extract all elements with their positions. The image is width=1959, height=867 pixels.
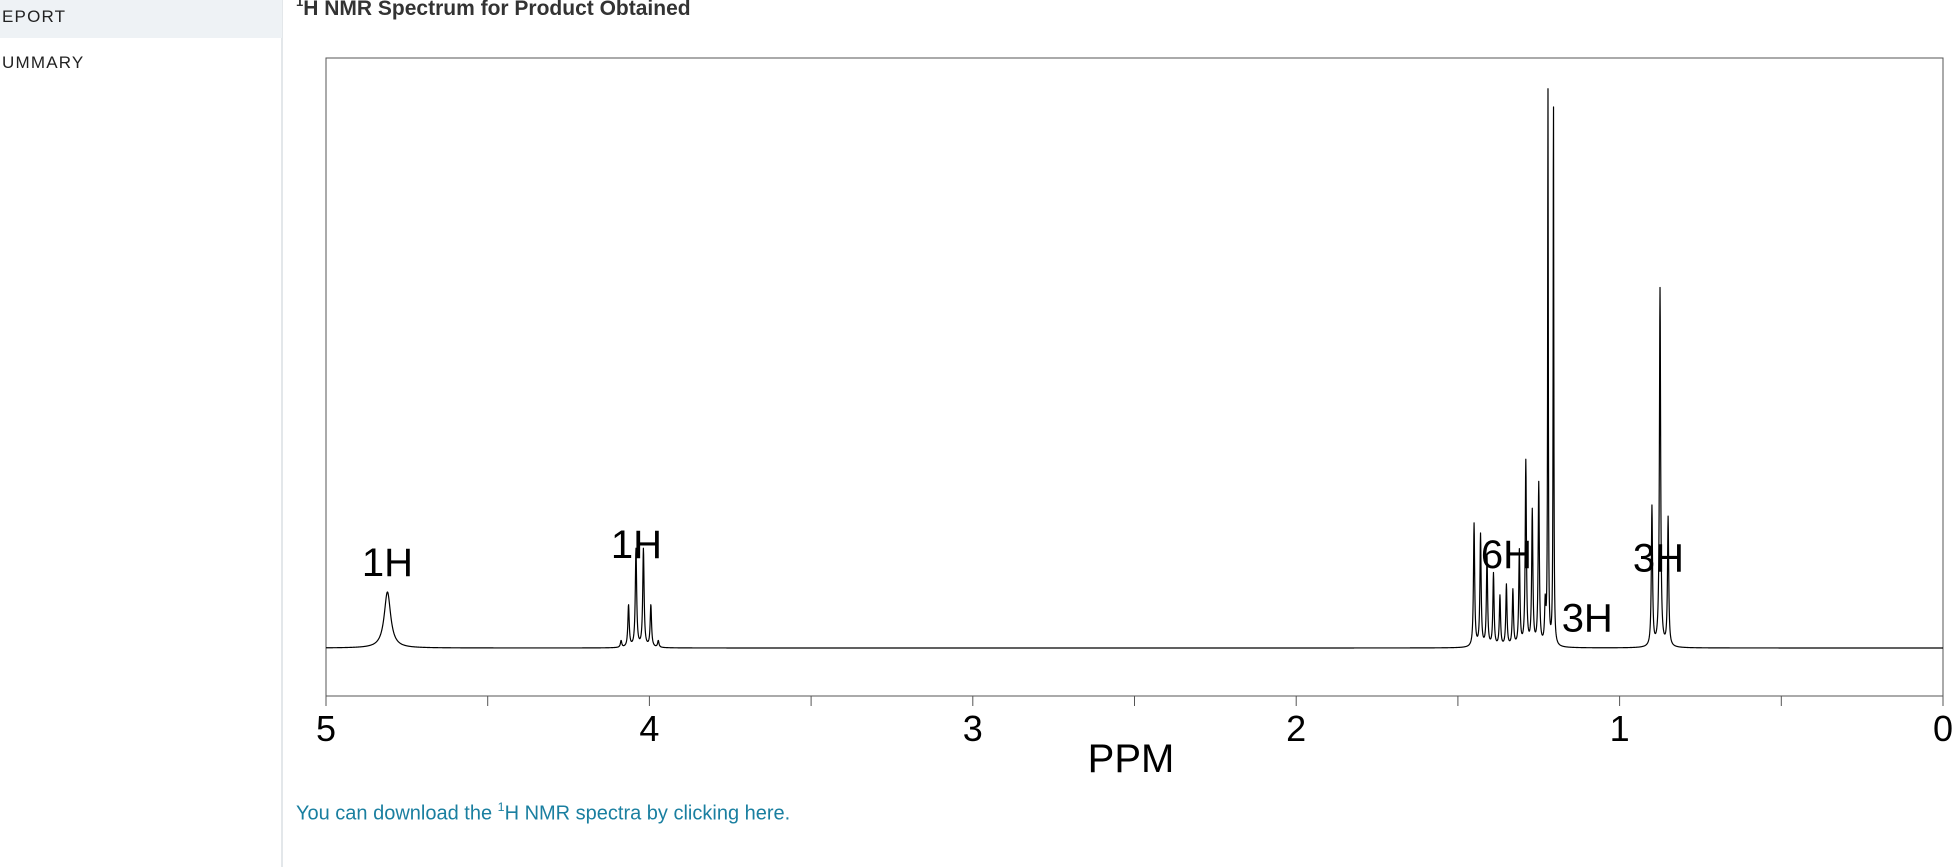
sidebar-item-label: EPORT — [2, 7, 67, 26]
download-text-suffix: H NMR spectra by clicking here. — [504, 802, 791, 825]
x-tick-label: 5 — [316, 708, 336, 749]
title-superscript: 1 — [296, 0, 304, 9]
integration-label: 3H — [1633, 536, 1684, 580]
plot-frame — [325, 57, 1944, 697]
x-tick-label: 2 — [1286, 708, 1306, 749]
sidebar-item-label: UMMARY — [2, 53, 85, 72]
page-title: 1H NMR Spectrum for Product Obtained — [296, 0, 691, 21]
sidebar-item-summary[interactable]: UMMARY — [0, 42, 282, 84]
x-tick-label: 4 — [639, 708, 659, 749]
x-axis: 5 4 3 2 1 0 — [316, 696, 1953, 749]
integration-labels: 1H 1H 6H 3H 3H — [362, 523, 1684, 641]
x-tick-label: 1 — [1610, 708, 1630, 749]
integration-label: 6H — [1481, 533, 1532, 577]
sidebar-item-report[interactable]: EPORT — [0, 0, 282, 38]
download-spectra-link[interactable]: You can download the 1H NMR spectra by c… — [296, 799, 791, 826]
download-superscript: 1 — [497, 799, 505, 814]
spectrum-line — [325, 88, 1944, 649]
nmr-spectrum-chart: 5 4 3 2 1 0 1H 1H 6H 3H 3H PPM — [316, 57, 1953, 781]
download-text-prefix: You can download the — [296, 802, 498, 825]
integration-label: 1H — [611, 523, 662, 567]
sidebar: EPORT UMMARY — [0, 0, 283, 867]
title-text: H NMR Spectrum for Product Obtained — [303, 0, 691, 20]
x-tick-label: 0 — [1933, 708, 1953, 749]
integration-label: 1H — [362, 541, 413, 585]
x-tick-label: 3 — [963, 708, 983, 749]
x-axis-label: PPM — [1088, 737, 1175, 781]
integration-label: 3H — [1562, 597, 1613, 641]
